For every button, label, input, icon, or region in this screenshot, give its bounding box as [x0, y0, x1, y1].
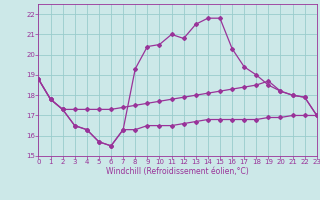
X-axis label: Windchill (Refroidissement éolien,°C): Windchill (Refroidissement éolien,°C) — [106, 167, 249, 176]
